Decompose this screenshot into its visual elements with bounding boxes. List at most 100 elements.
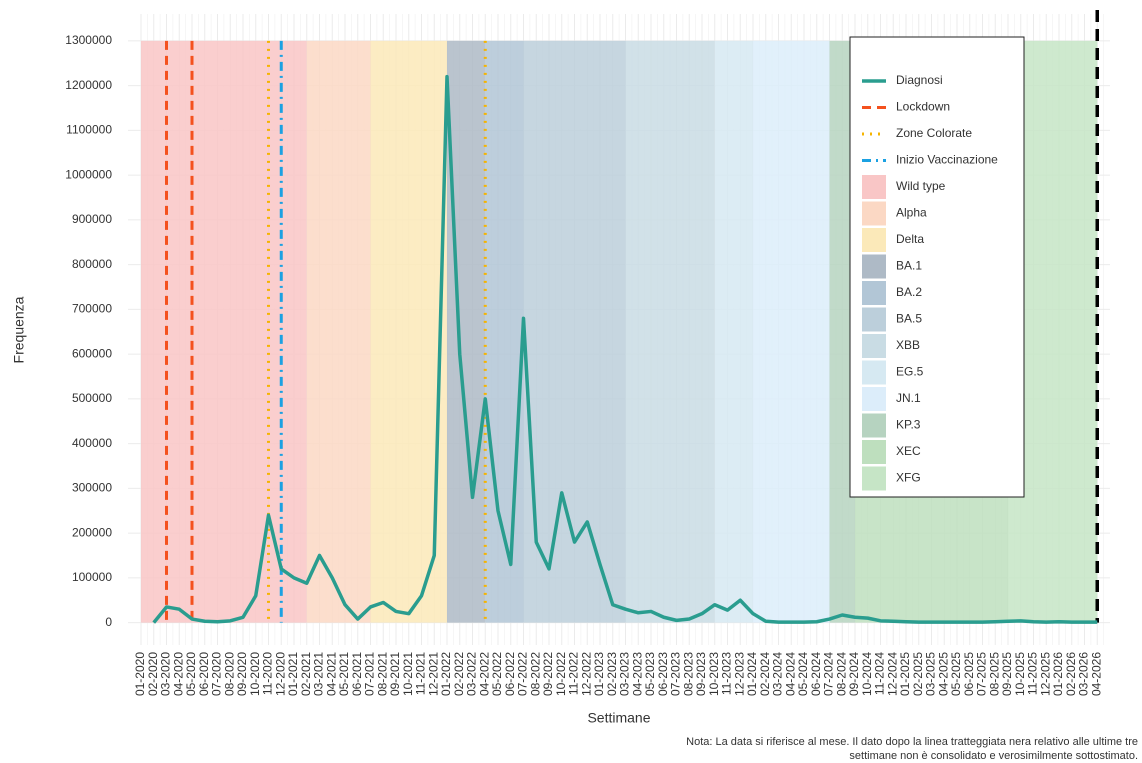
x-axis-title: Settimane <box>587 710 650 726</box>
legend-label: Zone Colorate <box>896 126 972 140</box>
x-tick-label: 07-2022 <box>516 652 530 696</box>
x-tick-label: 09-2022 <box>541 652 555 696</box>
x-tick-label: 04-2025 <box>936 652 950 696</box>
y-tick-label: 1200000 <box>65 78 112 92</box>
x-tick-label: 02-2022 <box>452 652 466 696</box>
legend-label: XFG <box>896 471 921 485</box>
x-tick-label: 02-2021 <box>299 652 313 696</box>
x-tick-label: 06-2021 <box>350 652 364 696</box>
x-tick-label: 05-2021 <box>337 652 351 696</box>
x-tick-label: 03-2025 <box>924 652 938 696</box>
x-tick-label: 04-2021 <box>324 652 338 696</box>
legend-key <box>862 387 886 411</box>
legend-key <box>862 175 886 199</box>
x-tick-label: 11-2021 <box>414 652 428 695</box>
legend-label: Inizio Vaccinazione <box>896 153 998 167</box>
x-tick-label: 01-2026 <box>1051 652 1065 696</box>
x-tick-label: 10-2023 <box>707 652 721 696</box>
legend-label: BA.1 <box>896 259 922 273</box>
x-tick-label: 12-2020 <box>273 652 287 696</box>
x-tick-label: 06-2022 <box>503 652 517 696</box>
legend-label: EG.5 <box>896 365 924 379</box>
x-tick-label: 05-2024 <box>796 652 810 696</box>
x-tick-label: 01-2024 <box>745 652 759 696</box>
legend-key <box>862 201 886 226</box>
x-tick-label: 11-2022 <box>567 652 581 695</box>
x-tick-label: 11-2025 <box>1026 652 1040 695</box>
x-tick-label: 09-2024 <box>847 652 861 696</box>
x-tick-label: 01-2021 <box>286 652 300 696</box>
x-tick-label: 05-2023 <box>643 652 657 696</box>
legend-key <box>862 440 886 464</box>
y-tick-label: 1100000 <box>66 123 112 137</box>
legend-key <box>862 228 886 252</box>
x-tick-label: 11-2024 <box>873 652 887 695</box>
x-tick-label: 04-2024 <box>783 652 797 696</box>
x-tick-label: 05-2025 <box>949 652 963 696</box>
y-tick-label: 600000 <box>72 346 112 360</box>
x-tick-label: 05-2020 <box>184 652 198 696</box>
y-tick-label: 1300000 <box>65 33 112 47</box>
x-tick-label: 10-2020 <box>248 652 262 696</box>
variant-band <box>306 40 371 623</box>
legend-label: BA.2 <box>896 285 922 299</box>
legend-label: XEC <box>896 444 921 458</box>
legend-label: Wild type <box>896 179 946 193</box>
x-tick-label: 12-2023 <box>732 652 746 696</box>
x-tick-label: 09-2023 <box>694 652 708 696</box>
x-tick-label: 01-2023 <box>592 652 606 696</box>
legend-key <box>862 334 886 358</box>
x-tick-label: 03-2021 <box>312 652 326 696</box>
x-tick-label: 06-2025 <box>962 652 976 696</box>
x-tick-label: 09-2020 <box>235 652 249 696</box>
x-tick-label: 09-2021 <box>388 652 402 696</box>
note: settimane non è consolidato e verosimilm… <box>849 750 1138 762</box>
x-tick-label: 03-2026 <box>1077 652 1091 696</box>
x-tick-label: 09-2025 <box>1000 652 1014 696</box>
x-tick-label: 04-2020 <box>171 652 185 696</box>
x-tick-label: 08-2022 <box>528 652 542 696</box>
x-tick-label: 10-2025 <box>1013 652 1027 696</box>
y-tick-label: 0 <box>105 615 112 629</box>
legend-label: Alpha <box>896 206 927 220</box>
legend-label: JN.1 <box>896 391 921 405</box>
x-tick-label: 07-2024 <box>822 652 836 696</box>
data-line <box>152 74 1098 624</box>
x-tick-label: 03-2023 <box>618 652 632 696</box>
legend-label: XBB <box>896 338 920 352</box>
y-tick-label: 100000 <box>72 570 112 584</box>
variant-band <box>625 40 715 623</box>
x-tick-label: 02-2024 <box>758 652 772 696</box>
legend-label: Delta <box>896 232 924 246</box>
x-tick-label: 07-2021 <box>363 652 377 696</box>
x-tick-label: 06-2020 <box>197 652 211 696</box>
legend-label: Lockdown <box>896 100 950 114</box>
x-tick-label: 01-2025 <box>898 652 912 696</box>
legend-label: BA.5 <box>896 312 922 326</box>
variant-band <box>714 40 753 623</box>
x-tick-label: 03-2020 <box>159 652 173 696</box>
x-tick-label: 02-2020 <box>146 652 160 696</box>
x-tick-label: 12-2022 <box>579 652 593 696</box>
y-tick-label: 800000 <box>72 257 112 271</box>
legend-label: Diagnosi <box>896 73 943 87</box>
x-tick-label: 08-2023 <box>681 652 695 696</box>
x-tick-label: 08-2020 <box>222 652 236 696</box>
x-tick-label: 05-2022 <box>490 652 504 696</box>
x-tick-label: 02-2026 <box>1064 652 1078 696</box>
y-axis-title: Frequenza <box>11 296 27 363</box>
legend-key <box>862 281 886 305</box>
y-tick-label: 400000 <box>72 436 112 450</box>
x-tick-label: 07-2020 <box>210 652 224 696</box>
y-tick-label: 1000000 <box>65 167 112 181</box>
x-tick-label: 12-2021 <box>426 652 440 696</box>
x-tick-label: 12-2024 <box>885 652 899 696</box>
variant-band <box>485 40 524 623</box>
x-tick-label: 04-2022 <box>477 652 491 696</box>
y-tick-label: 700000 <box>72 302 112 316</box>
variant-band <box>447 40 486 623</box>
x-tick-label: 03-2022 <box>465 652 479 696</box>
x-tick-label: 01-2020 <box>133 652 147 696</box>
legend-label: KP.3 <box>896 418 921 432</box>
